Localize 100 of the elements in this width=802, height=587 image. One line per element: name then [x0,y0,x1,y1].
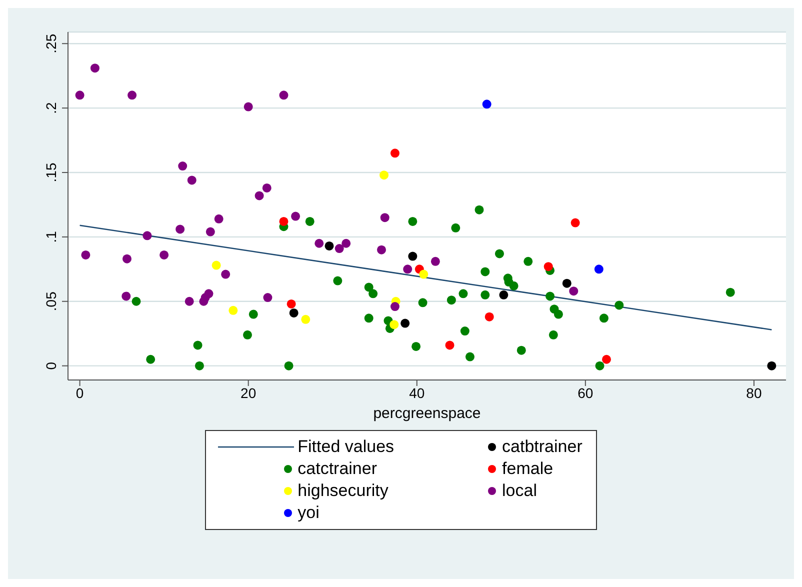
point [291,212,300,221]
point [254,191,264,200]
point [122,254,132,264]
point [390,302,400,312]
x-tick-label: 60 [578,384,594,401]
legend-label: yoi [298,503,320,523]
point [408,216,418,226]
point [364,282,374,292]
legend-label: Fitted values [298,437,394,457]
point [516,346,526,355]
point [286,299,296,308]
point [334,244,344,254]
point [408,252,418,261]
point [380,170,389,180]
point [200,293,210,302]
point [146,354,156,364]
point [90,64,100,73]
point [305,216,314,226]
point [445,340,454,350]
point [206,227,215,236]
point [484,312,494,322]
point [569,286,578,296]
legend-label: local [502,481,538,501]
point [187,176,196,185]
point [228,306,238,315]
point [482,100,492,109]
point [193,340,202,350]
x-tick-label: 80 [746,384,762,401]
point [176,224,185,234]
point [368,289,378,298]
point [451,223,460,232]
point [419,270,428,279]
point [390,320,399,330]
x-tick-label: 40 [409,384,425,401]
y-tick-label: .15 [43,162,59,182]
point [342,238,351,248]
point [446,296,456,305]
point [602,354,611,364]
point [263,293,272,302]
point [412,342,421,351]
point [221,270,230,279]
legend-label: catbtrainer [502,437,582,457]
point [324,241,334,250]
point [279,90,288,100]
x-tick-label: 0 [76,384,84,401]
point [128,90,137,100]
point [726,288,735,297]
point [458,289,468,298]
point [465,352,474,362]
point [430,256,440,266]
point [509,281,518,290]
point [284,361,294,370]
point [194,361,204,370]
point [81,250,90,260]
point [333,276,342,286]
legend-label: female [502,459,554,479]
point [244,102,253,112]
point [400,318,410,328]
point [75,90,84,100]
point [570,218,580,228]
point [594,264,604,274]
point [380,213,390,222]
legend-label: catctrainer [298,459,378,479]
point [243,330,252,340]
point [279,216,288,226]
point [390,148,400,158]
point [248,310,258,319]
point [132,296,141,306]
point [160,250,169,260]
legend-label: highsecurity [298,481,390,501]
point [548,330,558,340]
point [524,256,533,266]
point [142,231,152,240]
point [767,361,776,370]
point [460,326,470,336]
point [212,260,221,270]
point [474,205,484,214]
point [562,278,572,288]
point [544,262,553,272]
point [499,290,508,300]
point [364,314,374,323]
y-tick-label: 0 [43,362,59,370]
y-tick-label: .1 [43,230,59,243]
point [122,292,131,301]
point [178,162,188,171]
x-tick-label: 20 [240,384,256,401]
y-tick-label: .25 [43,34,59,54]
point [614,300,624,310]
x-axis-title: percgreenspace [373,405,481,422]
point [599,314,608,323]
point [546,292,555,301]
point [403,264,412,274]
point [376,245,386,254]
y-tick-label: .2 [43,102,59,114]
point [480,267,490,276]
point [480,290,490,300]
point [494,249,504,258]
point [595,361,604,370]
point [418,298,428,308]
point [184,296,194,306]
